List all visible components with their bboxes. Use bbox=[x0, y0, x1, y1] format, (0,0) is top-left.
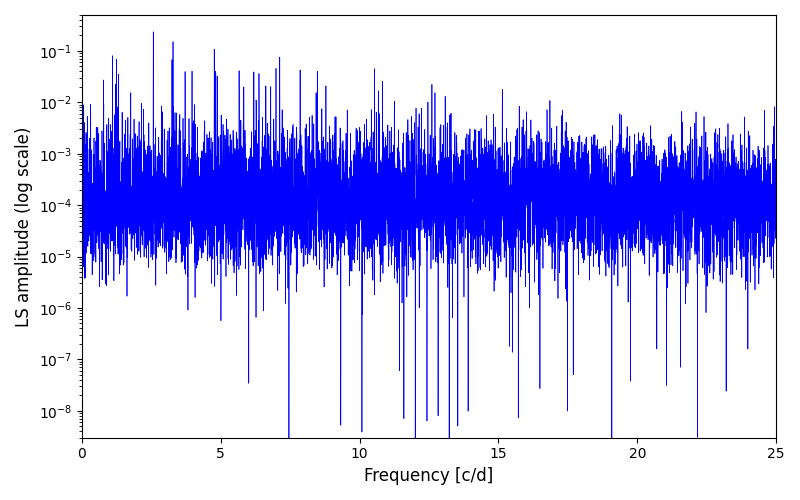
Y-axis label: LS amplitude (log scale): LS amplitude (log scale) bbox=[15, 126, 33, 326]
X-axis label: Frequency [c/d]: Frequency [c/d] bbox=[364, 467, 494, 485]
